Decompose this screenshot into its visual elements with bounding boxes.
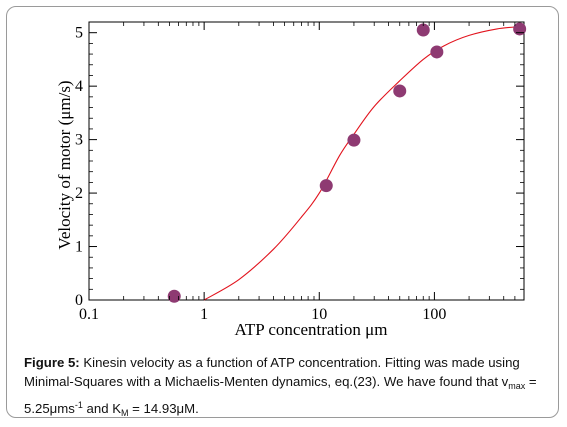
data-point (430, 45, 444, 59)
caption-text-2: = 5.25μms (24, 374, 537, 416)
caption-text-3: and K (82, 401, 122, 416)
y-tick-label: 2 (75, 185, 83, 202)
y-tick-label: 3 (75, 132, 83, 149)
figure-caption: Figure 5: Kinesin velocity as a function… (24, 353, 544, 423)
data-point (393, 84, 407, 98)
caption-sup: -1 (74, 400, 83, 410)
caption-sub-m: M (121, 408, 129, 418)
data-point (319, 179, 333, 193)
fit-curve (203, 25, 525, 301)
caption-text-4: = 14.93μM. (128, 401, 199, 416)
x-tick-label: 100 (422, 306, 446, 323)
y-axis-label: Velocity of motor (μm/s) (55, 80, 74, 249)
caption-text-1: Kinesin velocity as a function of ATP co… (24, 355, 520, 389)
x-tick-label: 1 (200, 306, 208, 323)
figure-frame (6, 6, 559, 418)
plot-frame (88, 21, 525, 301)
data-point (416, 23, 430, 37)
y-tick-label: 0 (75, 292, 83, 309)
x-axis-label: ATP concentration μm (235, 320, 388, 339)
y-tick-label: 5 (75, 25, 83, 42)
y-tick-label: 4 (75, 78, 83, 95)
y-tick-label: 1 (75, 239, 83, 256)
data-point (347, 133, 361, 147)
x-tick-label: 10 (311, 306, 327, 323)
caption-label: Figure 5: (24, 355, 80, 370)
chart: 0 1 2 3 4 5 0.1 1 10 100 ATP concentration μm Vel… (55, 21, 527, 339)
caption-sub-max: max (508, 381, 526, 391)
x-tick-label: 0.1 (79, 306, 99, 323)
data-point (167, 289, 181, 303)
